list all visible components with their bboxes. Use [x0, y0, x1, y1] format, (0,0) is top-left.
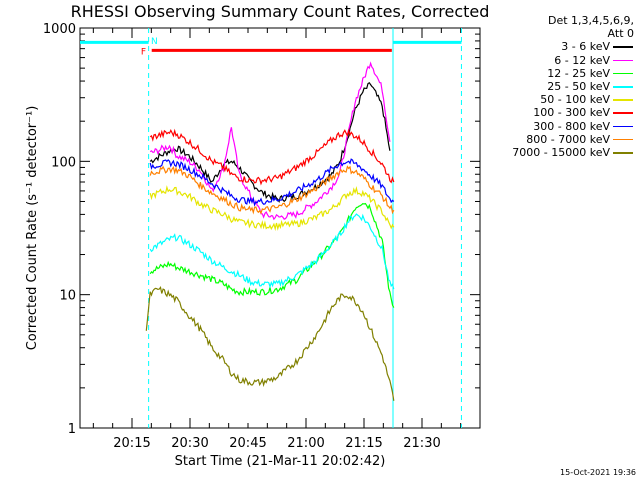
legend-item: 7000 - 15000 keV: [486, 146, 634, 159]
legend-label: 100 - 300 keV: [533, 106, 610, 120]
legend-detector-line-1: Det 1,3,4,5,6,9,: [547, 14, 634, 27]
series-line: [149, 61, 391, 221]
legend-label: 25 - 50 keV: [547, 79, 610, 93]
legend-swatch: [613, 112, 633, 114]
legend-item: 6 - 12 keV: [486, 54, 634, 67]
legend-label: 12 - 25 keV: [547, 66, 610, 80]
y-tick-label: 10: [59, 289, 76, 304]
legend-item: 50 - 100 keV: [486, 93, 634, 106]
x-tick-label: 20:15: [113, 436, 150, 451]
plot-frame: [79, 27, 481, 429]
y-tick-label: 1: [68, 422, 76, 437]
series-line: [149, 202, 395, 308]
band-label-f: F: [141, 47, 146, 57]
chart-title: RHESSI Observing Summary Count Rates, Co…: [70, 2, 490, 21]
x-axis-label: Start Time (21-Mar-11 20:02:42): [175, 454, 386, 469]
legend-label: 6 - 12 keV: [554, 53, 610, 67]
legend-item: 25 - 50 keV: [486, 80, 634, 93]
series-line: [149, 185, 395, 232]
x-tick-label: 21:30: [403, 436, 440, 451]
legend-item: 300 - 800 keV: [486, 120, 634, 133]
mode-bands: NF: [80, 28, 462, 428]
legend-item: 800 - 7000 keV: [486, 133, 634, 146]
legend-label: 800 - 7000 keV: [526, 132, 610, 146]
x-tick-label: 20:45: [229, 436, 266, 451]
series-line: [149, 165, 395, 215]
y-axis-label: Corrected Count Rate (s⁻¹ detector⁻¹): [25, 106, 40, 351]
series-line: [149, 158, 395, 207]
band-label-n: N: [151, 37, 158, 47]
legend-label: 7000 - 15000 keV: [512, 145, 610, 159]
x-tick-label: 20:30: [171, 436, 208, 451]
series-lines: [145, 61, 395, 401]
series-line: [149, 81, 391, 203]
legend-swatch: [613, 151, 633, 154]
y-tick-label: 100: [51, 155, 76, 170]
series-line: [149, 213, 395, 290]
x-tick-label: 21:00: [287, 436, 324, 451]
footer-timestamp: 15-Oct-2021 19:36: [560, 468, 636, 477]
legend-swatch: [613, 125, 633, 128]
series-line: [145, 286, 395, 401]
x-tick-label: 21:15: [345, 436, 382, 451]
series-line: [149, 128, 395, 186]
legend-item: 3 - 6 keV: [486, 40, 634, 53]
legend-swatch: [613, 59, 633, 62]
legend-swatch: [613, 138, 633, 141]
legend-swatch: [613, 85, 633, 88]
legend-swatch: [613, 46, 633, 48]
legend-swatch: [613, 72, 633, 75]
tick-labels: 1 10 100 1000 20:15 20:30 20:45 21:00 21:15 21:30…: [25, 22, 441, 469]
plot-axes: [79, 27, 481, 429]
legend-item: 100 - 300 keV: [486, 106, 634, 119]
legend-swatch: [613, 99, 633, 101]
legend-label: 300 - 800 keV: [533, 119, 610, 133]
legend-label: 50 - 100 keV: [540, 93, 610, 107]
legend-detector-line-2: Att 0: [607, 27, 634, 41]
legend-item: 12 - 25 keV: [486, 67, 634, 80]
legend-label: 3 - 6 keV: [561, 40, 610, 54]
legend: Det 1,3,4,5,6,9, Att 0 3 - 6 keV 6 - 12 k…: [486, 14, 634, 159]
y-tick-label: 1000: [43, 22, 76, 37]
